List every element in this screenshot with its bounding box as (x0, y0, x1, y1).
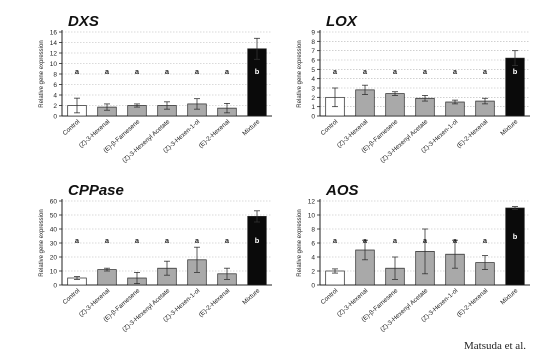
dxs-ytick-label: 0 (53, 114, 57, 121)
lox-category-label: Control (320, 118, 340, 137)
cppase-ylabel: Relative gene expression (39, 209, 45, 276)
aos-category-label: (E)-2-Hexenal (456, 287, 490, 318)
lox-ytick-label: 6 (311, 58, 315, 65)
lox-bar (385, 93, 405, 117)
aos-significance-letter: a (363, 236, 368, 245)
aos-ytick-label: 2 (311, 269, 315, 276)
lox-significance-letter: a (483, 67, 488, 76)
dxs-ytick-label: 8 (53, 72, 57, 79)
aos-ytick-label: 12 (308, 199, 316, 206)
lox-significance-letter: a (393, 67, 398, 76)
aos-title: AOS (325, 182, 359, 199)
dxs-title: DXS (68, 13, 99, 30)
lox-ytick-label: 7 (311, 48, 315, 55)
aos-ytick-label: 10 (308, 213, 316, 220)
lox-ytick-label: 5 (311, 67, 315, 74)
cppase-significance-letter: b (255, 236, 260, 245)
dxs-significance-letter: a (75, 67, 80, 76)
cppase-ytick-label: 10 (50, 269, 58, 276)
aos-significance-letter: a (483, 236, 488, 245)
aos-significance-letter: a (423, 236, 428, 245)
dxs-ytick-label: 12 (50, 51, 58, 58)
dxs-ytick-label: 14 (50, 40, 58, 47)
dxs-ytick-label: 16 (50, 30, 58, 37)
lox-ytick-label: 2 (311, 95, 315, 102)
lox-significance-letter: a (453, 67, 458, 76)
aos-significance-letter: a (393, 236, 398, 245)
lox-significance-letter: a (423, 67, 428, 76)
lox-significance-letter: a (333, 67, 338, 76)
lox-ytick-label: 8 (311, 39, 315, 46)
lox-ylabel: Relative gene expression (297, 40, 303, 107)
aos-significance-letter: a (333, 236, 338, 245)
cppase-category-label: Mixture (241, 287, 261, 306)
dxs-category-label: Control (62, 118, 82, 137)
cppase-significance-letter: a (105, 236, 110, 245)
cppase-significance-letter: a (195, 236, 200, 245)
cppase-title: CPPase (68, 182, 124, 199)
dxs-significance-letter: a (225, 67, 230, 76)
aos-ytick-label: 0 (311, 283, 315, 290)
cppase-category-label: Control (62, 287, 82, 306)
aos-ytick-label: 4 (311, 255, 315, 262)
cppase-bar (97, 269, 117, 286)
lox-ytick-label: 4 (311, 76, 315, 83)
cppase-significance-letter: a (75, 236, 80, 245)
cppase-ytick-label: 30 (50, 241, 58, 248)
dxs-significance-letter: a (135, 67, 140, 76)
dxs-category-label: Mixture (241, 118, 261, 137)
cppase-ytick-label: 40 (50, 227, 58, 234)
aos-ytick-label: 8 (311, 227, 315, 234)
dxs-significance-letter: a (195, 67, 200, 76)
cppase-ytick-label: 60 (50, 199, 58, 206)
lox-ytick-label: 1 (311, 104, 315, 111)
cppase-ytick-label: 0 (53, 283, 57, 290)
cppase-ytick-label: 50 (50, 213, 58, 220)
lox-chart: 0 1 2 3 4 5 6 7 8 9 Relative gene expression LOX a Co… (297, 13, 530, 164)
aos-chart: 0 2 4 6 8 10 12 Relative gene expression AOS a Con… (297, 182, 530, 333)
lox-significance-letter: b (513, 67, 518, 76)
cppase-ytick-label: 20 (50, 255, 58, 262)
aos-category-label: Control (320, 287, 340, 306)
lox-category-label: Mixture (499, 118, 519, 137)
aos-category-label: Mixture (499, 287, 519, 306)
cppase-chart: 0 10 20 30 40 50 60 Relative gene expression CPP… (39, 182, 272, 333)
lox-title: LOX (326, 13, 358, 30)
aos-bar (505, 207, 525, 286)
aos-significance-letter: b (513, 232, 518, 241)
dxs-ytick-label: 6 (53, 82, 57, 89)
figure-credit: Matsuda et al. (463, 340, 526, 352)
lox-category-label: (E)-2-Hexenal (456, 118, 490, 149)
aos-significance-letter: a (453, 236, 458, 245)
cppase-bar (247, 216, 267, 286)
lox-ytick-label: 3 (311, 86, 315, 93)
dxs-ylabel: Relative gene expression (39, 40, 45, 107)
dxs-significance-letter: a (105, 67, 110, 76)
cppase-significance-letter: a (165, 236, 170, 245)
aos-ylabel: Relative gene expression (297, 209, 303, 276)
dxs-significance-letter: b (255, 67, 260, 76)
lox-ytick-label: 0 (311, 114, 315, 121)
dxs-significance-letter: a (165, 67, 170, 76)
dxs-category-label: (E)-2-Hexenal (198, 118, 232, 149)
lox-ytick-label: 9 (311, 30, 315, 37)
cppase-significance-letter: a (225, 236, 230, 245)
cppase-significance-letter: a (135, 236, 140, 245)
dxs-ytick-label: 10 (50, 61, 58, 68)
aos-ytick-label: 6 (311, 241, 315, 248)
cppase-category-label: (E)-2-Hexenal (198, 287, 232, 318)
dxs-ytick-label: 4 (53, 93, 57, 100)
dxs-chart: 0 2 4 6 8 10 12 14 16 Relative gene expression DXS… (39, 13, 272, 164)
dxs-ytick-label: 2 (53, 103, 57, 110)
lox-significance-letter: a (363, 67, 368, 76)
